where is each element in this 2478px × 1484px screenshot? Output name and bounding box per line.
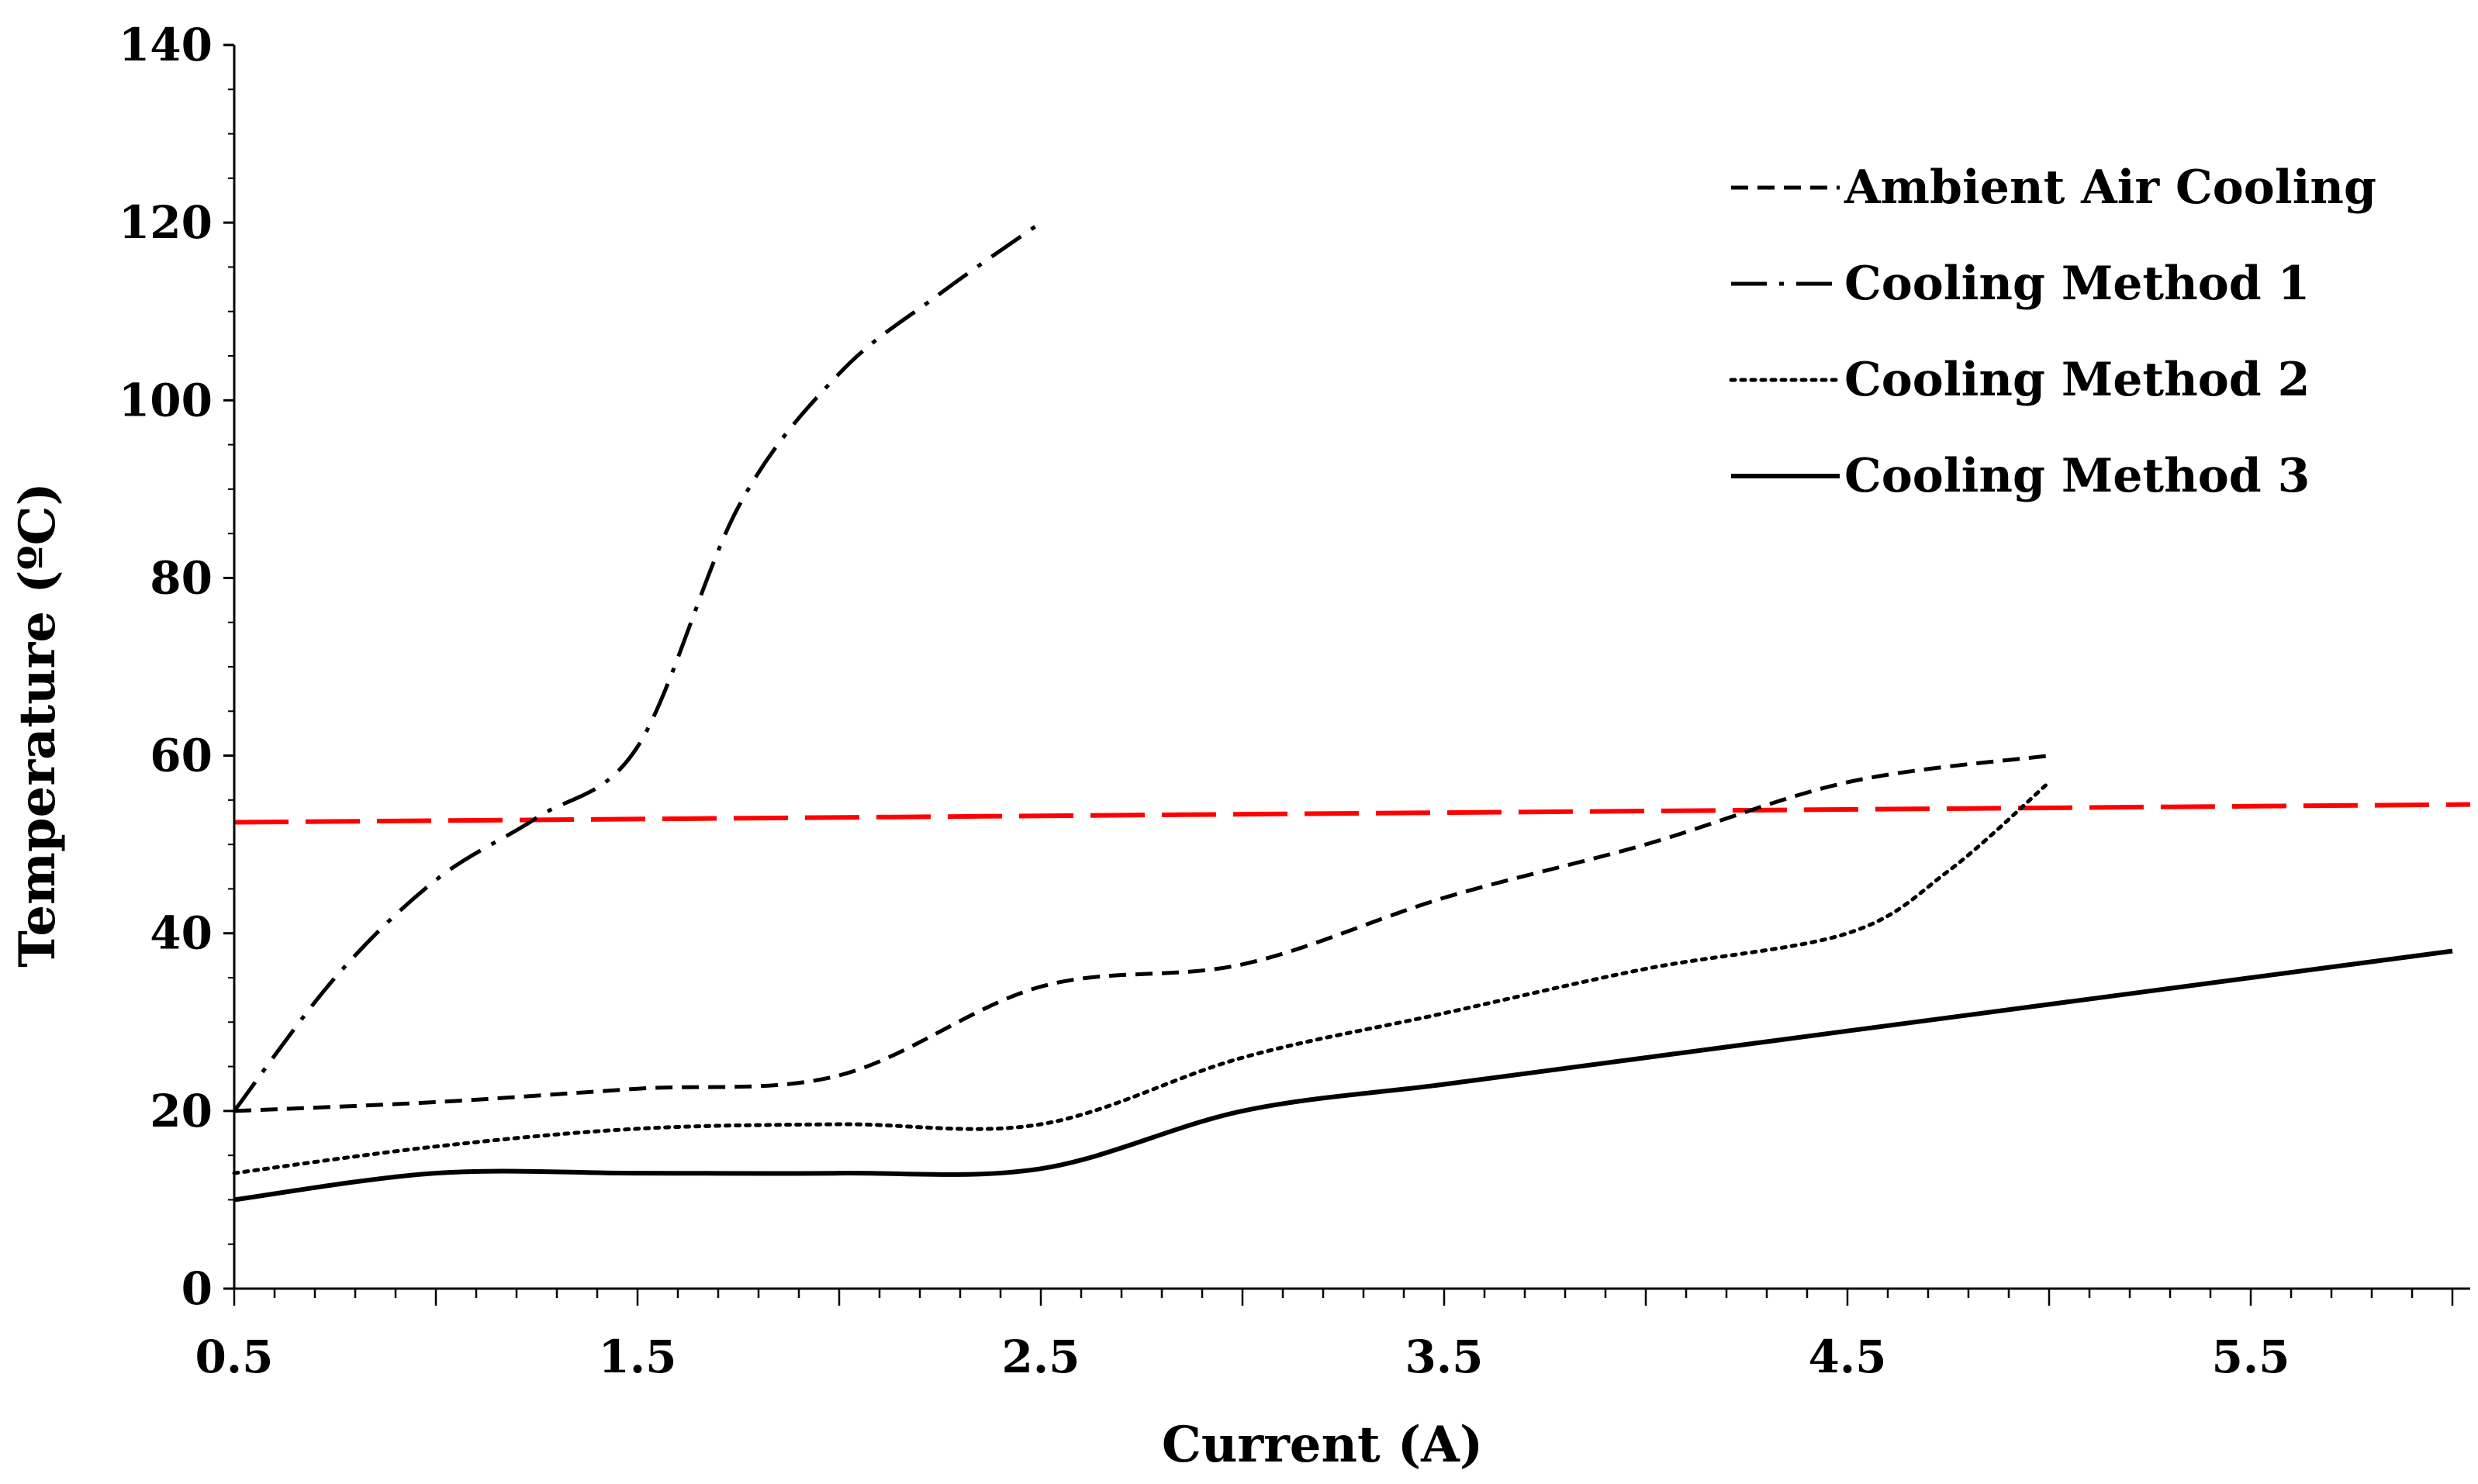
legend-label: Cooling Method 1 bbox=[1844, 257, 2310, 311]
x-tick-label: 3.5 bbox=[1405, 1330, 1484, 1383]
series-line-ambient-air-cooling bbox=[233, 754, 2050, 1113]
y-axis-title: Temperature (ºC) bbox=[9, 482, 67, 968]
x-tick-label: 4.5 bbox=[1809, 1330, 1887, 1383]
y-tick-label: 80 bbox=[150, 551, 213, 604]
x-tick-label: 0.5 bbox=[195, 1330, 274, 1383]
x-axis-title: Current (A) bbox=[1162, 1416, 1483, 1474]
legend: Ambient Air Cooling Cooling Method 1 Cooli… bbox=[1729, 160, 2376, 503]
x-tick-label: 5.5 bbox=[2212, 1330, 2290, 1383]
y-tick-label: 20 bbox=[150, 1085, 213, 1137]
y-tick-label: 40 bbox=[150, 907, 213, 960]
legend-label: Cooling Method 3 bbox=[1844, 449, 2310, 503]
legend-label: Cooling Method 2 bbox=[1844, 353, 2310, 407]
series-layer bbox=[232, 221, 2471, 1203]
series-line-cooling-method-3 bbox=[233, 948, 2453, 1203]
y-tick-label: 140 bbox=[119, 19, 213, 71]
y-tick-label: 120 bbox=[119, 196, 213, 249]
legend-label: Ambient Air Cooling bbox=[1844, 160, 2376, 215]
reference-line bbox=[233, 802, 2471, 825]
series-line-cooling-method-2 bbox=[232, 780, 2051, 1175]
x-tick-label: 1.5 bbox=[599, 1330, 677, 1383]
ticks: 0 20 40 60 80 100 120 140 0.5 1.5 2.5 3.5 4.5 5.5 bbox=[119, 19, 2454, 1383]
y-tick-label: 0 bbox=[181, 1262, 213, 1315]
x-tick-label: 2.5 bbox=[1002, 1330, 1080, 1383]
series-line-cooling-method-1 bbox=[233, 221, 1042, 1113]
y-tick-label: 60 bbox=[150, 730, 213, 782]
axes bbox=[233, 45, 2470, 1290]
y-tick-label: 100 bbox=[119, 374, 213, 426]
